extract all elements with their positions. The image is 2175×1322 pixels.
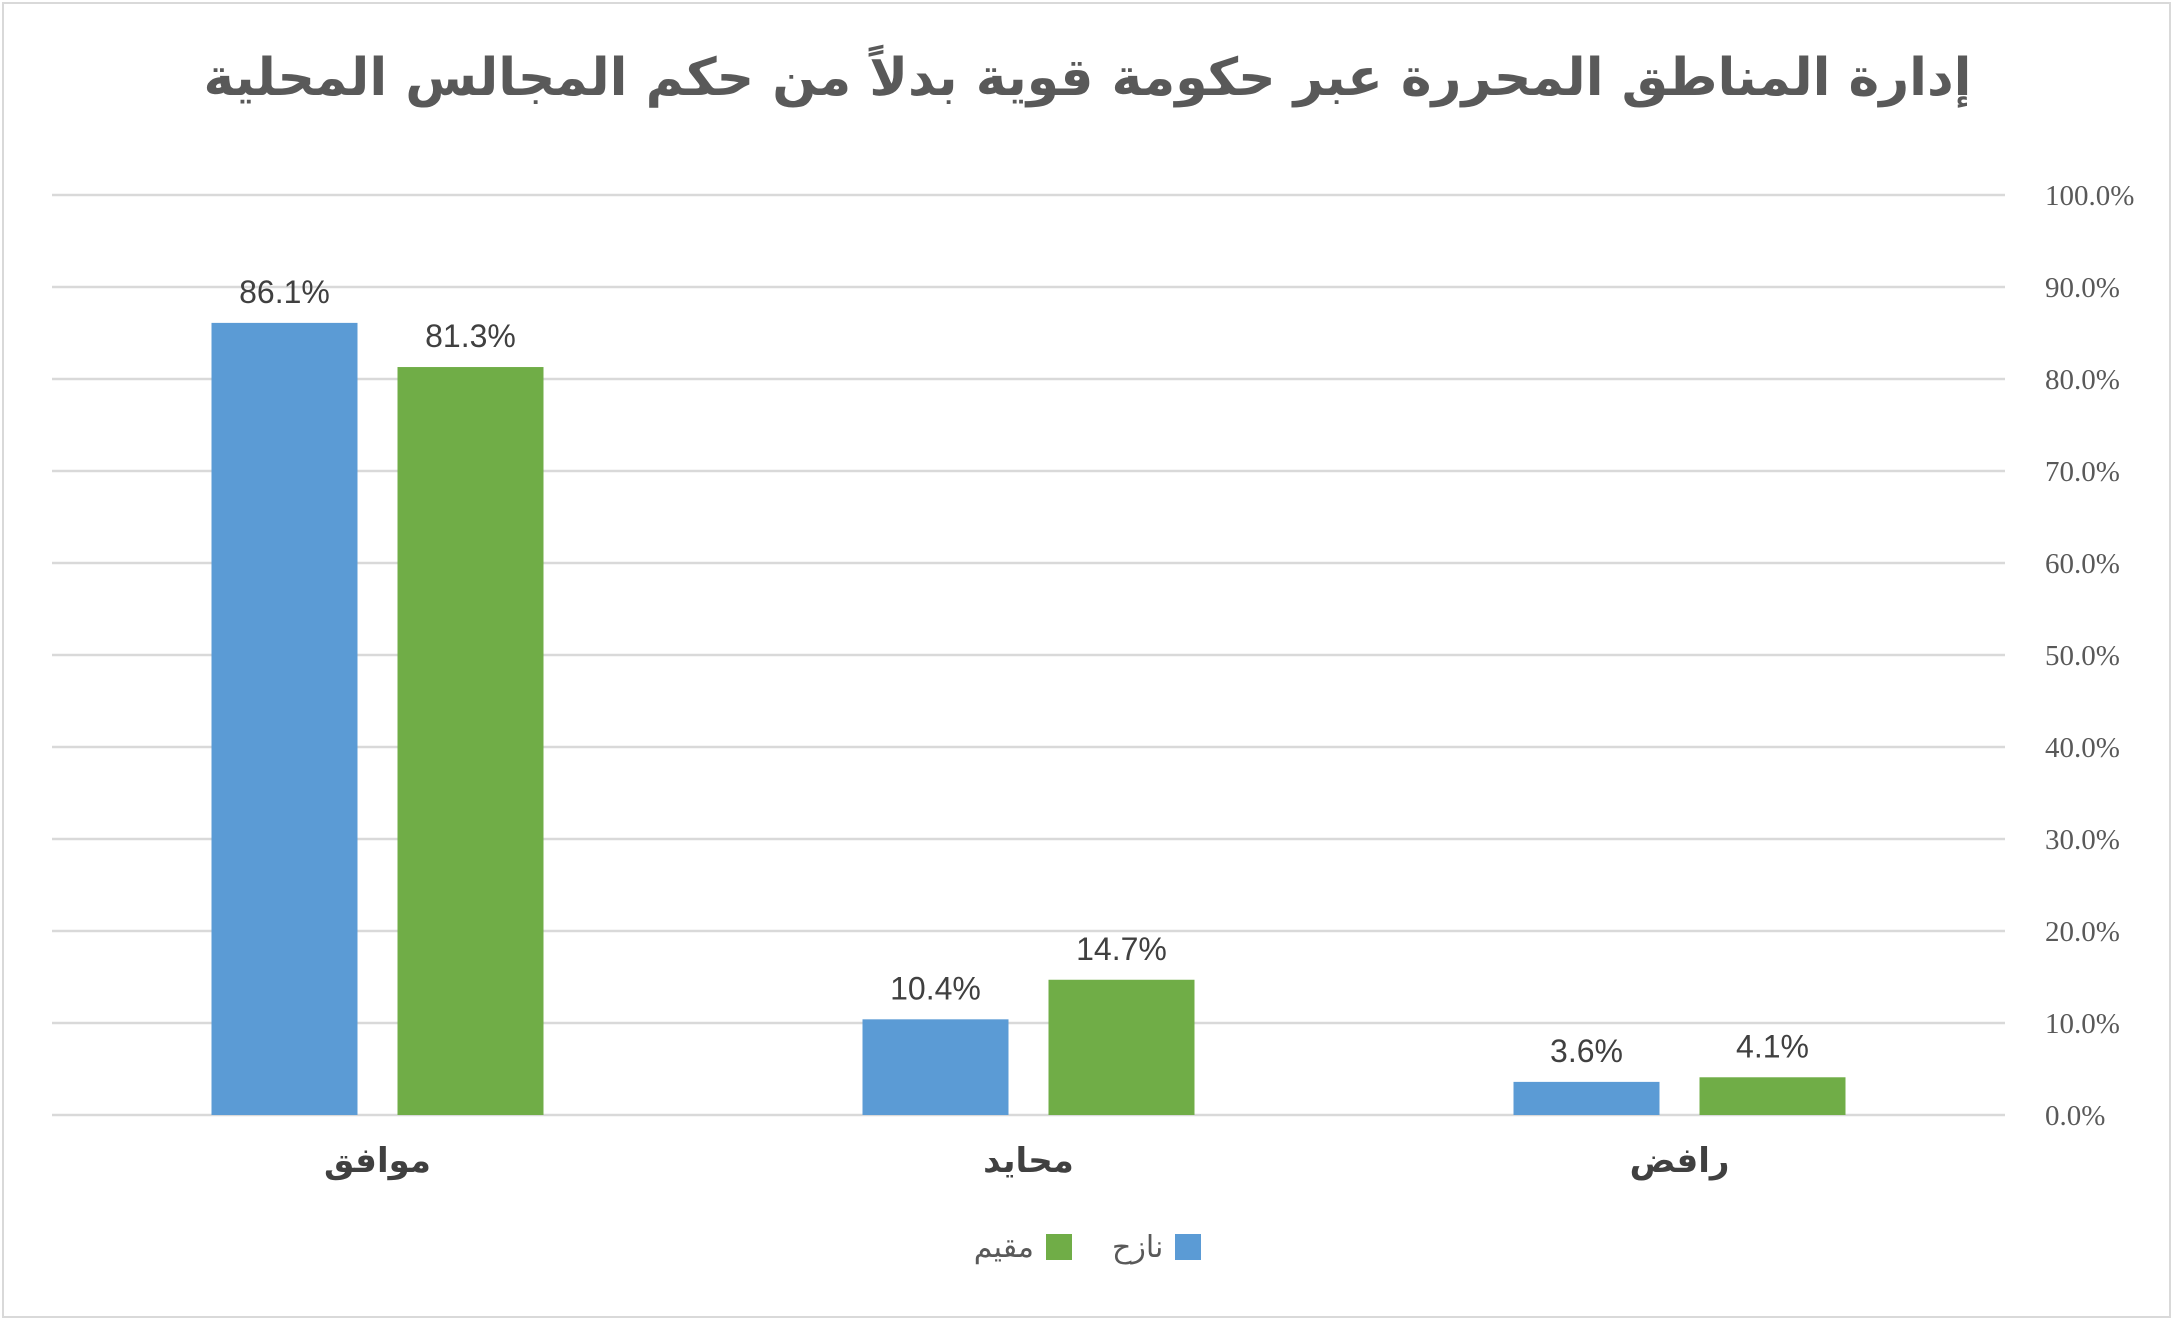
bars: [211, 322, 1846, 1115]
legend-item: مقيم: [974, 1230, 1072, 1265]
legend-label: مقيم: [973, 1229, 1034, 1265]
bar: [862, 1019, 1009, 1115]
y-tick-label: 30.0%: [2045, 824, 2120, 856]
y-tick-label: 10.0%: [2045, 1008, 2120, 1040]
bar: [211, 322, 358, 1115]
y-tick-label: 80.0%: [2045, 364, 2120, 396]
data-label: 14.7%: [1076, 931, 1167, 967]
y-tick-label: 90.0%: [2045, 272, 2120, 304]
y-tick-label: 100.0%: [2045, 180, 2134, 212]
legend: نازح مقيم: [0, 1227, 2175, 1267]
data-label: 4.1%: [1736, 1028, 1809, 1064]
legend-swatch: [1045, 1234, 1072, 1260]
bar: [1513, 1081, 1660, 1115]
gridlines: [52, 193, 2005, 1117]
bar: [397, 367, 544, 1115]
data-label: 86.1%: [239, 274, 330, 310]
category-label: محايد: [983, 1141, 1074, 1181]
legend-swatch: [1175, 1234, 1202, 1260]
chart-title: إدارة المناطق المحررة عبر حكومة قوية بدل…: [203, 48, 1972, 108]
bar: [1048, 979, 1195, 1115]
y-tick-label: 20.0%: [2045, 916, 2120, 948]
legend-item: نازح: [1111, 1229, 1202, 1265]
data-label: 3.6%: [1550, 1033, 1623, 1069]
y-tick-label: 60.0%: [2045, 548, 2120, 580]
category-label: موافق: [324, 1141, 431, 1181]
category-label: رافض: [1630, 1141, 1730, 1181]
bar: [1699, 1077, 1846, 1115]
y-tick-label: 0.0%: [2045, 1100, 2105, 1132]
data-labels: 86.1% 81.3% 10.4% 14.7% 3.6% 4.1%: [239, 274, 1809, 1069]
category-labels: موافق محايد رافض: [324, 1141, 1729, 1181]
y-axis-ticks: 0.0% 10.0% 20.0% 30.0% 40.0% 50.0% 60.0% 70.0% 8…: [2045, 180, 2134, 1132]
legend-label: نازح: [1111, 1229, 1164, 1265]
data-label: 81.3%: [425, 318, 516, 354]
y-tick-label: 70.0%: [2045, 456, 2120, 488]
y-tick-label: 40.0%: [2045, 732, 2120, 764]
y-tick-label: 50.0%: [2045, 640, 2120, 672]
data-label: 10.4%: [890, 970, 981, 1006]
